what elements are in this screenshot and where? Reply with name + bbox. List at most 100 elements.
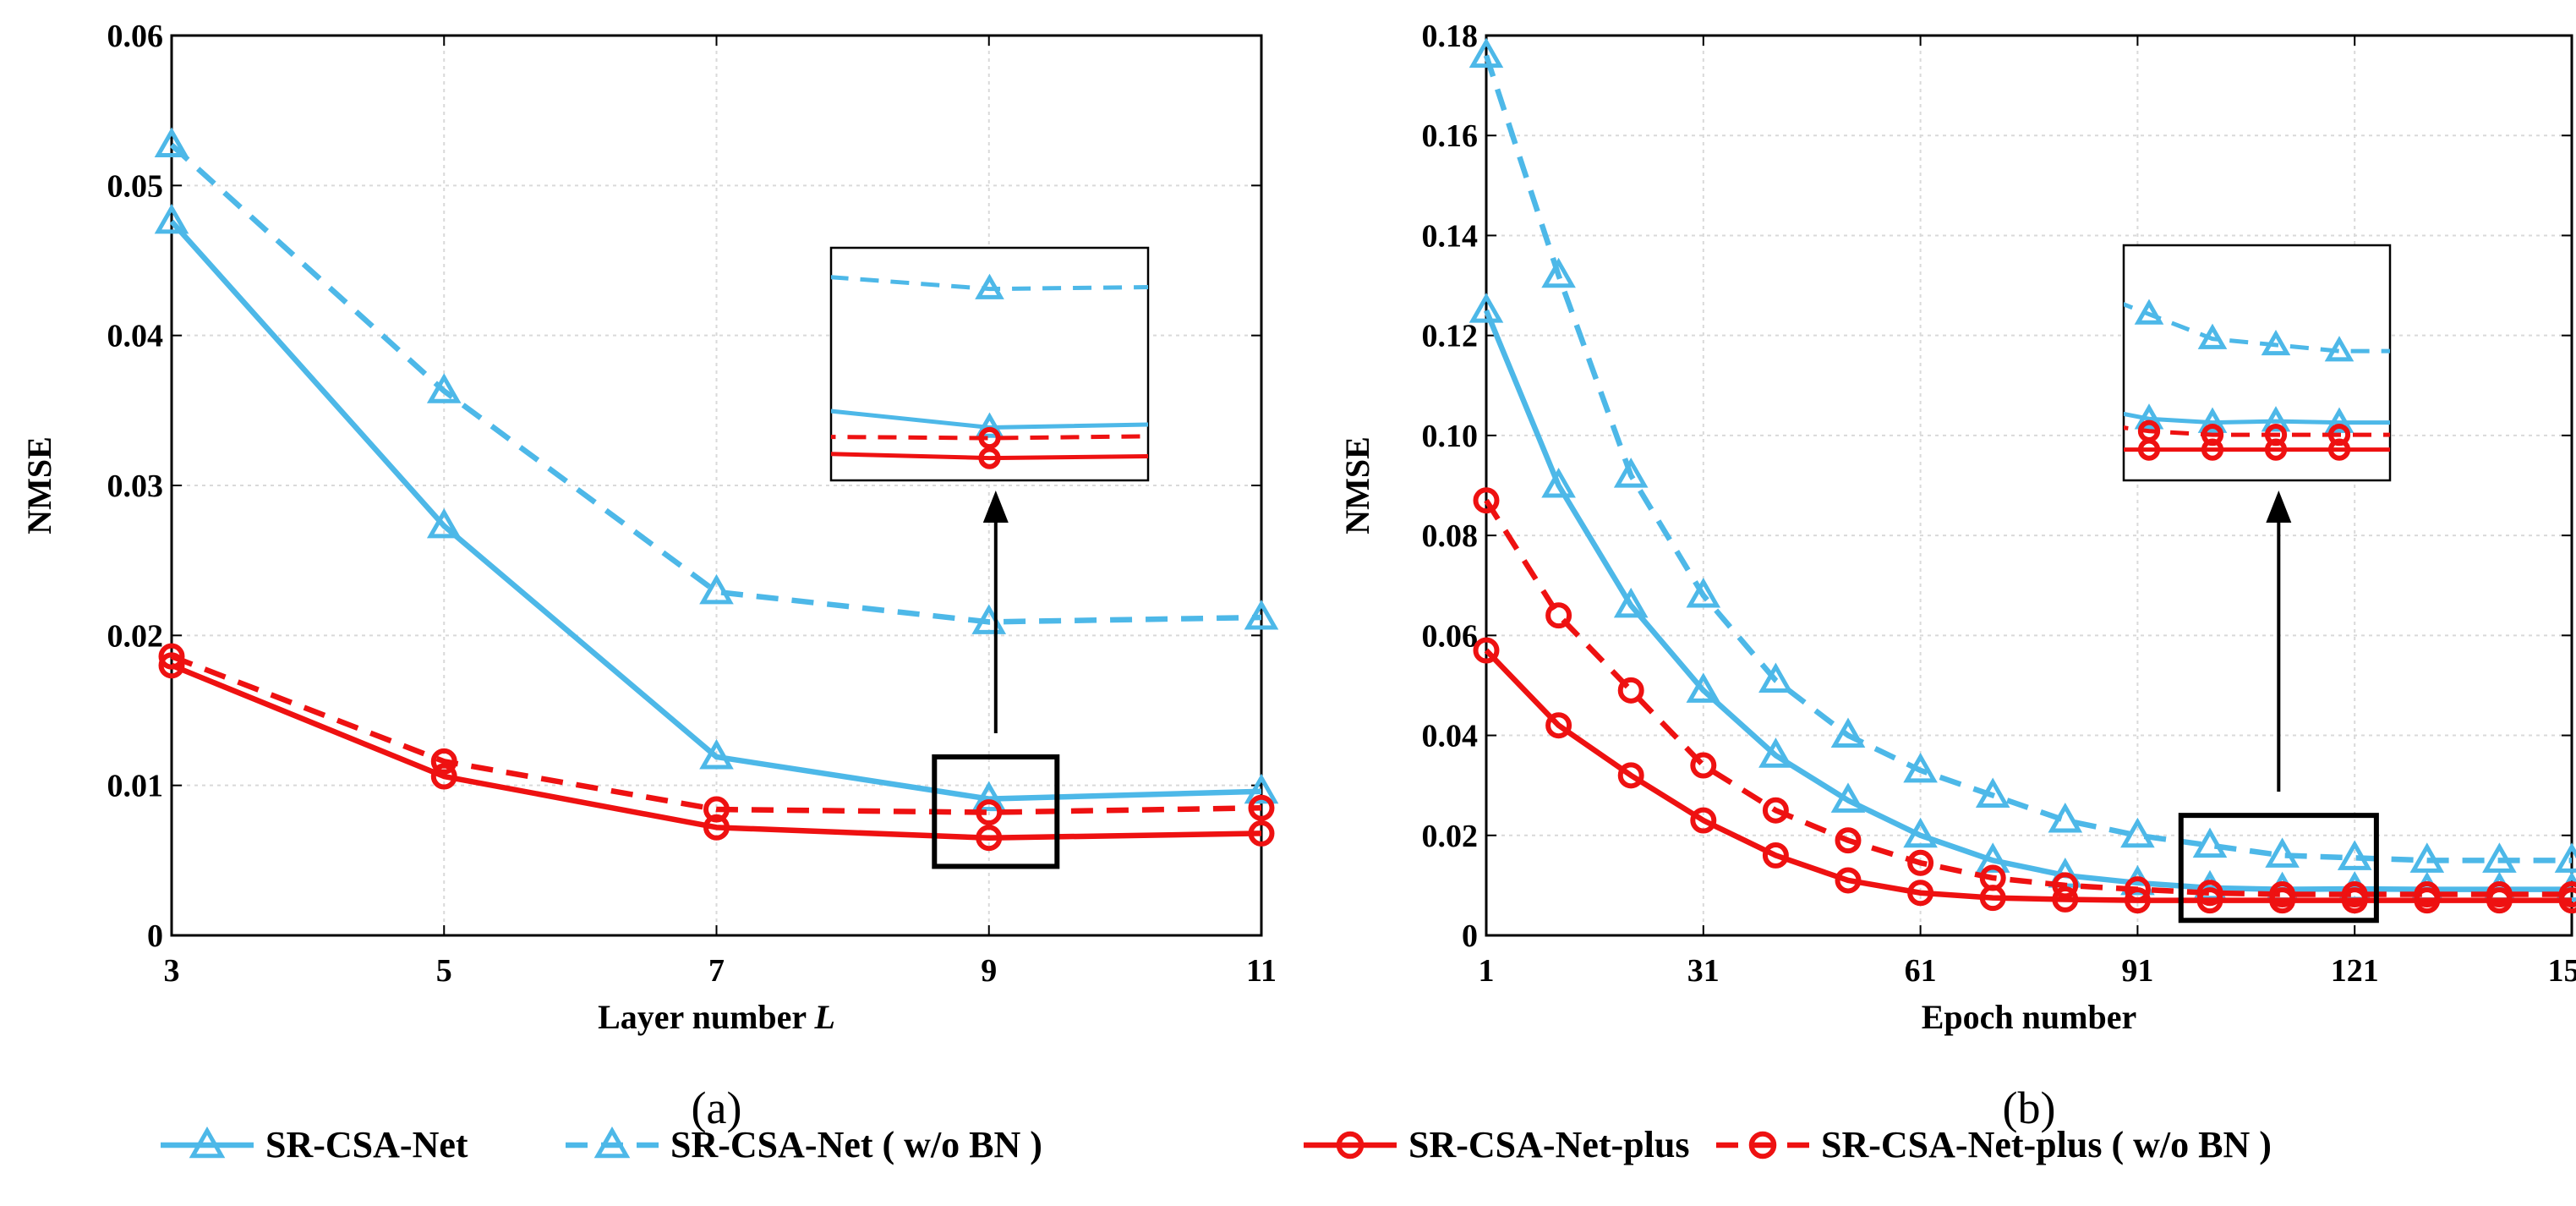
data-point (158, 643, 185, 670)
data-point (1248, 794, 1275, 821)
series-line (170, 654, 1262, 815)
legend-marker-triangle (593, 1126, 631, 1159)
data-point (1244, 600, 1279, 630)
inset-data-point (978, 426, 1001, 450)
inset-series-line (2124, 447, 2390, 452)
y-axis-label: NMSE (1338, 436, 1376, 534)
data-point (1907, 849, 1934, 876)
x-tick-label: 1 (1479, 953, 1495, 989)
data-point (154, 203, 189, 234)
y-tick-label: 0.01 (107, 769, 164, 804)
inset-data-point (2261, 329, 2291, 356)
data-point (699, 573, 734, 605)
legend-item: SR-CSA-Net-plus (1304, 1124, 1689, 1165)
inset-data-point (2261, 406, 2291, 432)
legend-label: SR-CSA-Net (265, 1124, 468, 1165)
data-point (1545, 602, 1572, 629)
data-point (1830, 717, 1866, 748)
x-tick-label: 11 (1246, 953, 1277, 989)
series-line (1483, 309, 2572, 892)
data-point (2409, 842, 2445, 873)
series-line (1483, 54, 2572, 863)
series-line (169, 143, 1262, 625)
y-tick-label: 0.04 (1422, 719, 1479, 754)
zoom-inset (829, 246, 1150, 482)
inset-data-point (2264, 424, 2288, 447)
x-tick-label: 5 (436, 953, 452, 989)
data-point (158, 652, 185, 679)
legend-marker-circle (1336, 1131, 1365, 1159)
data-point (976, 799, 1003, 826)
legend-label: SR-CSA-Net ( w/o BN ) (670, 1124, 1042, 1165)
zoom-box (932, 754, 1060, 869)
inset-data-point (978, 447, 1001, 469)
inset-series-line (2124, 425, 2390, 437)
y-tick-label: 0.12 (1422, 319, 1479, 354)
data-point (2048, 803, 2083, 833)
inset-series-line (831, 434, 1148, 441)
y-tick-label: 0.04 (107, 319, 164, 354)
data-point (1473, 637, 1500, 664)
series-line (169, 219, 1262, 802)
x-tick-label: 7 (708, 953, 725, 989)
legend-item: SR-CSA-Net ( w/o BN ) (566, 1124, 1042, 1165)
data-point (703, 814, 730, 841)
y-tick-label: 0.06 (1422, 618, 1479, 654)
data-point (1762, 797, 1789, 824)
data-point (1758, 662, 1793, 693)
inset-data-point (2324, 336, 2354, 362)
x-axis-label-text: Epoch number (1922, 998, 2137, 1036)
y-tick-label: 0.05 (107, 168, 164, 204)
legend: SR-CSA-Net SR-CSA-Net ( w/o BN ) SR-CSA-Ne… (161, 1124, 2272, 1165)
data-point (426, 373, 462, 403)
data-point (703, 796, 730, 823)
panel-caption: (a) (692, 1083, 742, 1133)
data-point (430, 763, 457, 790)
x-tick-label: 9 (981, 953, 997, 989)
series-line (170, 662, 1262, 841)
series-line (1484, 499, 2572, 897)
data-point (1473, 487, 1500, 514)
panel-caption: (b) (2003, 1083, 2056, 1133)
legend-item: SR-CSA-Net-plus ( w/o BN ) (1716, 1124, 2272, 1165)
data-point (1835, 867, 1862, 894)
data-point (1613, 587, 1649, 618)
inset-data-point (975, 273, 1004, 299)
panel-a: 0 0.01 0.02 0.03 0.04 0.05 0.06 3 5 7 9 11 NMSE Layer… (20, 19, 1279, 1133)
inset-data-point (2137, 419, 2161, 442)
x-tick-label: 121 (2331, 953, 2379, 989)
data-point (1907, 880, 1934, 907)
data-point (1248, 820, 1275, 847)
data-point (1541, 257, 1576, 288)
x-tick-label: 151 (2548, 953, 2576, 989)
inset-data-point (2134, 299, 2164, 325)
data-point (1686, 672, 1721, 703)
data-point (1979, 864, 2006, 891)
data-point (2414, 881, 2441, 908)
zoom-inset (2122, 244, 2392, 482)
data-point (971, 781, 1007, 812)
axes-frame (170, 34, 1263, 937)
data-point (2341, 881, 2368, 908)
data-point (1835, 827, 1862, 854)
y-tick-label: 0.06 (107, 19, 164, 54)
data-point (2052, 872, 2079, 899)
legend-item: SR-CSA-Net (161, 1124, 468, 1165)
x-axis-label: Epoch number (1922, 998, 2137, 1036)
inset-data-point (2134, 403, 2164, 430)
data-point (1758, 737, 1793, 768)
plot-area (1486, 36, 2572, 935)
y-axis-label: NMSE (20, 436, 58, 534)
x-tick-label: 91 (2121, 953, 2153, 989)
data-point (2052, 885, 2079, 913)
x-tick-label: 61 (1905, 953, 1937, 989)
x-tick-label: 3 (164, 953, 180, 989)
data-point (699, 738, 734, 770)
y-tick-label: 0.02 (107, 618, 164, 654)
data-point (2337, 840, 2372, 870)
zoom-arrow-head (2266, 491, 2292, 523)
data-point (1903, 752, 1938, 783)
data-point (1617, 677, 1644, 704)
panel-b: 0 0.02 0.04 0.06 0.08 0.10 0.12 0.14 0.16 0.18 1 31… (1338, 19, 2576, 1133)
y-tick-label: 0.08 (1422, 518, 1479, 554)
